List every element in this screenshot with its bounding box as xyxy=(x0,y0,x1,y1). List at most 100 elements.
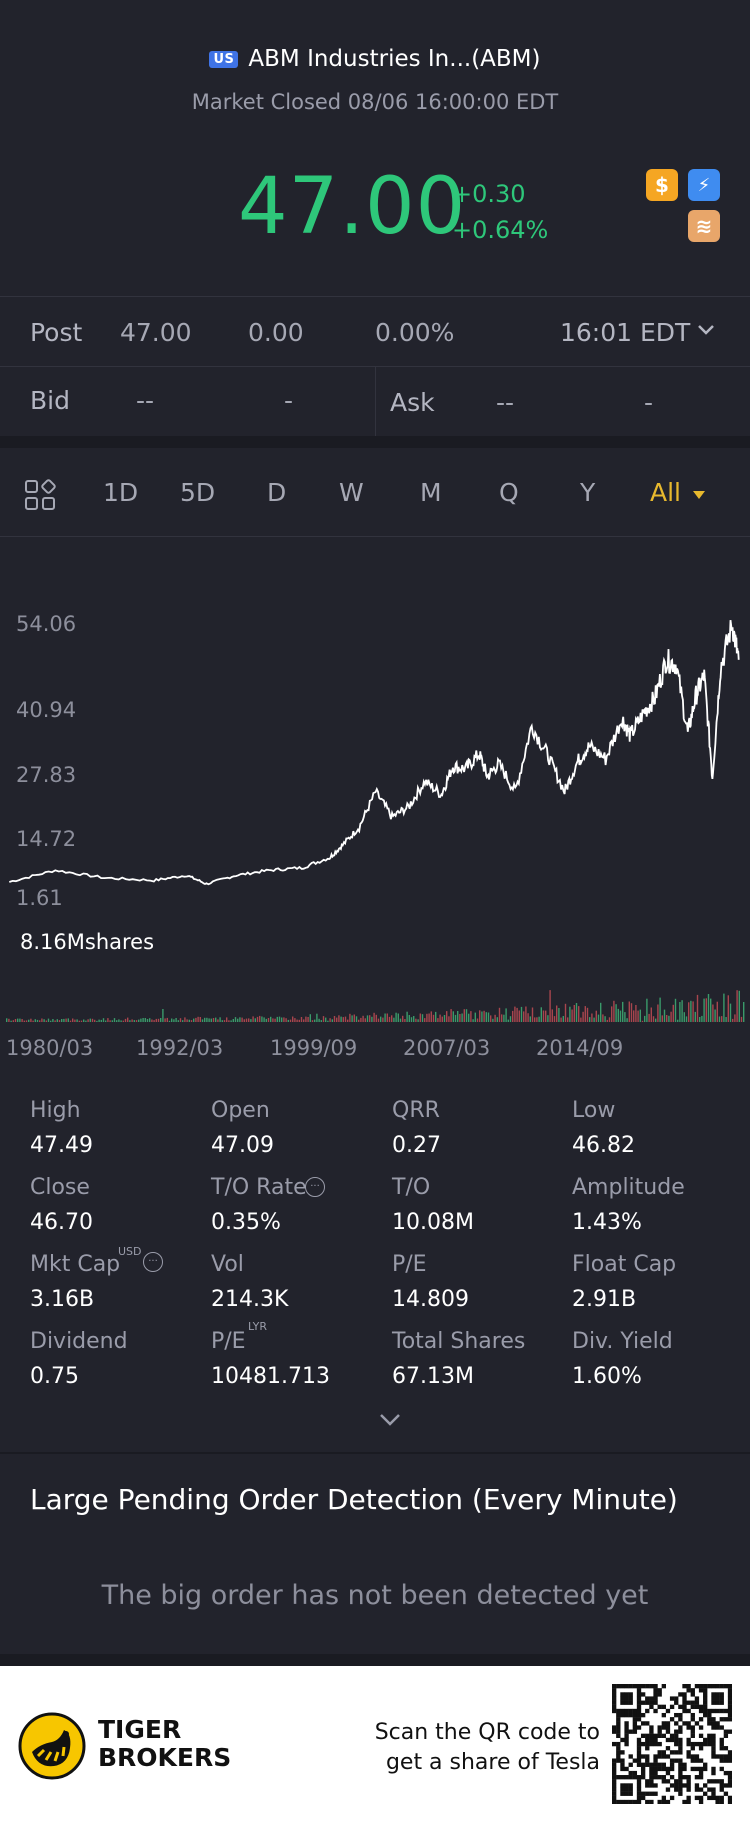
volume-bar xyxy=(41,1018,43,1022)
volume-bar xyxy=(217,1019,219,1022)
chevron-down-icon[interactable] xyxy=(697,324,715,336)
stock-title-row[interactable]: US ABM Industries In...(ABM) xyxy=(0,46,750,72)
volume-bar xyxy=(87,1019,89,1022)
tab-w[interactable]: W xyxy=(339,478,364,507)
volume-bar xyxy=(395,1012,397,1022)
volume-bar xyxy=(239,1017,241,1022)
volume-bar xyxy=(432,1014,435,1022)
layers-icon[interactable]: ≋ xyxy=(688,210,720,242)
volume-bar xyxy=(740,1016,743,1022)
volume-bar xyxy=(76,1019,78,1022)
volume-bar xyxy=(369,1015,371,1022)
volume-bar xyxy=(501,1014,503,1022)
volume-bar xyxy=(507,1019,509,1022)
volume-bar xyxy=(461,1013,463,1022)
volume-bar xyxy=(375,1014,377,1022)
more-info-icon[interactable]: ··· xyxy=(143,1252,163,1272)
tab-all[interactable]: All xyxy=(650,478,681,507)
volume-bar xyxy=(142,1018,144,1022)
volume-bar xyxy=(364,1018,366,1022)
dollar-icon[interactable]: $ xyxy=(646,169,678,201)
volume-bar xyxy=(12,1020,14,1022)
volume-bar xyxy=(182,1020,184,1022)
volume-bar xyxy=(611,1006,613,1022)
stat-value: 3.16B xyxy=(30,1287,95,1312)
volume-bar xyxy=(454,1014,457,1022)
region-badge: US xyxy=(209,50,239,68)
volume-bar xyxy=(281,1017,283,1022)
volume-bar xyxy=(23,1020,25,1022)
tab-y[interactable]: Y xyxy=(580,478,596,507)
volume-bar xyxy=(397,1013,399,1022)
volume-bar xyxy=(212,1018,215,1022)
volume-bar xyxy=(688,1002,690,1022)
volume-bar xyxy=(250,1019,252,1022)
volume-bar xyxy=(298,1019,300,1022)
volume-bar xyxy=(36,1019,39,1022)
stat-value: 1.43% xyxy=(572,1210,642,1235)
tab-m[interactable]: M xyxy=(420,478,442,507)
volume-bar xyxy=(43,1019,45,1022)
volume-bar xyxy=(428,1013,430,1022)
price-line-chart[interactable] xyxy=(0,560,750,1040)
volume-bar xyxy=(303,1019,305,1022)
volume-bar xyxy=(630,1003,633,1022)
stat-value: 46.70 xyxy=(30,1210,93,1235)
volume-bar xyxy=(331,1019,333,1022)
volume-bar xyxy=(131,1019,133,1022)
layout-grid-icon[interactable] xyxy=(24,479,56,511)
volume-bar xyxy=(637,1010,639,1022)
volume-bar xyxy=(481,1011,483,1022)
bid-size: - xyxy=(284,386,294,415)
volume-bar xyxy=(727,995,729,1022)
volume-bar xyxy=(314,1019,316,1022)
volume-bar xyxy=(699,1017,701,1022)
volume-bar xyxy=(109,1020,111,1022)
volume-bar xyxy=(21,1019,23,1022)
brand-line-2: BROKERS xyxy=(98,1743,232,1772)
volume-bar xyxy=(113,1018,116,1022)
volume-bar xyxy=(613,1000,615,1022)
volume-bar xyxy=(549,990,551,1022)
tab-q[interactable]: Q xyxy=(499,478,519,507)
volume-bar xyxy=(195,1017,197,1022)
volume-bar xyxy=(413,1016,415,1022)
volume-bar xyxy=(201,1019,204,1022)
volume-bar xyxy=(94,1019,96,1022)
volume-bar xyxy=(252,1016,254,1022)
tab-5d[interactable]: 5D xyxy=(180,478,216,507)
volume-bar xyxy=(441,1016,443,1022)
volume-bar xyxy=(615,1004,617,1022)
tab-d[interactable]: D xyxy=(267,478,287,507)
volume-bar xyxy=(349,1013,351,1022)
volume-bar xyxy=(725,1017,727,1022)
x-tick-label: 2014/09 xyxy=(536,1036,624,1060)
qr-code-icon[interactable] xyxy=(612,1684,732,1804)
lightning-icon[interactable]: ⚡ xyxy=(688,169,720,201)
volume-bar xyxy=(272,1018,274,1022)
volume-bar xyxy=(490,1015,492,1022)
stat-label: Close xyxy=(30,1175,90,1200)
volume-bar xyxy=(360,1017,362,1022)
volume-bar xyxy=(505,1008,507,1022)
volume-bar xyxy=(672,1004,674,1022)
volume-bar xyxy=(34,1019,36,1022)
more-info-icon[interactable]: ··· xyxy=(305,1177,325,1197)
volume-bar xyxy=(556,1005,558,1022)
volume-bar xyxy=(340,1016,342,1022)
volume-bar xyxy=(243,1019,245,1022)
volume-bar xyxy=(736,990,738,1022)
volume-bar xyxy=(485,1012,487,1022)
volume-bar xyxy=(602,1014,604,1022)
stat-label: P/E xyxy=(392,1252,427,1277)
volume-bar xyxy=(584,1006,586,1022)
expand-chevron-icon[interactable] xyxy=(379,1413,401,1427)
caret-down-icon[interactable] xyxy=(692,490,706,500)
volume-bar xyxy=(65,1018,67,1022)
volume-bar xyxy=(320,1020,322,1022)
volume-bar xyxy=(256,1016,259,1022)
volume-bar xyxy=(525,1006,527,1022)
tab-1d[interactable]: 1D xyxy=(103,478,139,507)
stat-label: Dividend xyxy=(30,1329,128,1354)
divider xyxy=(0,1452,750,1454)
